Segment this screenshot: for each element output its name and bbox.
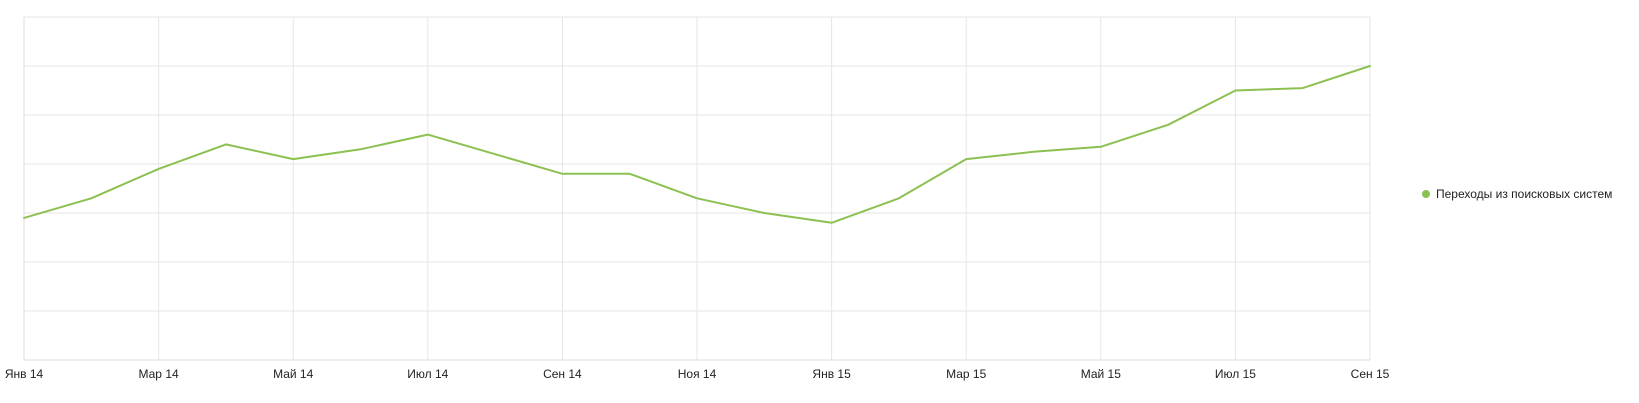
- series-layer: [23, 65, 1371, 224]
- x-tick-label: Мар 14: [139, 367, 179, 381]
- series-line[interactable]: [23, 65, 1371, 224]
- x-tick-label: Июл 15: [1215, 367, 1256, 381]
- x-tick-label: Сен 15: [1351, 367, 1390, 381]
- x-tick-label: Май 15: [1081, 367, 1122, 381]
- x-tick-label: Янв 14: [5, 367, 44, 381]
- x-tick-label: Май 14: [273, 367, 314, 381]
- legend[interactable]: Переходы из поисковых систем: [1422, 187, 1612, 201]
- x-tick-label: Июл 14: [407, 367, 448, 381]
- x-tick-label: Сен 14: [543, 367, 582, 381]
- x-tick-label: Мар 15: [946, 367, 986, 381]
- x-axis-ticks: Янв 14 Мар 14 Май 14 Июл 14 Сен 14 Ноя 14 Янв …: [5, 367, 1390, 381]
- x-tick-label: Ноя 14: [678, 367, 717, 381]
- grid: [23, 16, 1371, 361]
- x-tick-label: Янв 15: [812, 367, 851, 381]
- legend-item[interactable]: Переходы из поисковых систем: [1422, 187, 1612, 201]
- legend-label: Переходы из поисковых систем: [1436, 187, 1612, 201]
- legend-marker-icon: [1422, 190, 1430, 198]
